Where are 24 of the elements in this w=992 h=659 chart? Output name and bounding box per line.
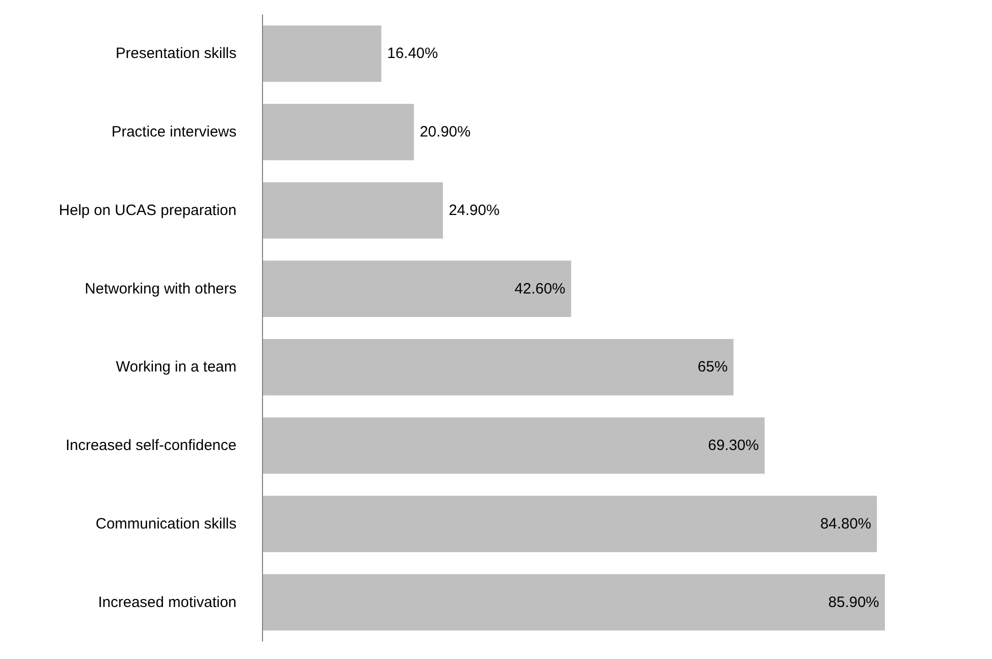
bar <box>262 182 443 239</box>
y-tick-label: Networking with others <box>84 280 237 298</box>
data-label: 16.40% <box>387 45 438 62</box>
y-tick-label: Increased self-confidence <box>66 437 237 454</box>
y-tick-label: Communication skills <box>96 515 236 532</box>
y-tick-label: Presentation skills <box>116 45 237 62</box>
bar <box>262 260 572 318</box>
data-label: 69.30% <box>708 437 759 454</box>
y-tick-label: Working in a team <box>116 358 236 376</box>
bar <box>262 338 734 396</box>
bar <box>262 574 885 631</box>
y-tick-label: Increased motivation <box>98 594 236 611</box>
bar <box>262 496 877 552</box>
data-label: 84.80% <box>820 515 872 532</box>
y-tick-label: Help on UCAS preparation <box>58 202 237 219</box>
data-label: 24.90% <box>448 202 500 219</box>
y-tick-label: Practice interviews <box>111 124 237 141</box>
data-label: 85.90% <box>828 594 880 611</box>
data-label: 65% <box>698 358 728 376</box>
data-label: 42.60% <box>514 280 566 298</box>
bar <box>262 417 765 474</box>
bar <box>262 104 414 160</box>
bar <box>262 25 382 82</box>
data-label: 20.90% <box>420 124 471 141</box>
